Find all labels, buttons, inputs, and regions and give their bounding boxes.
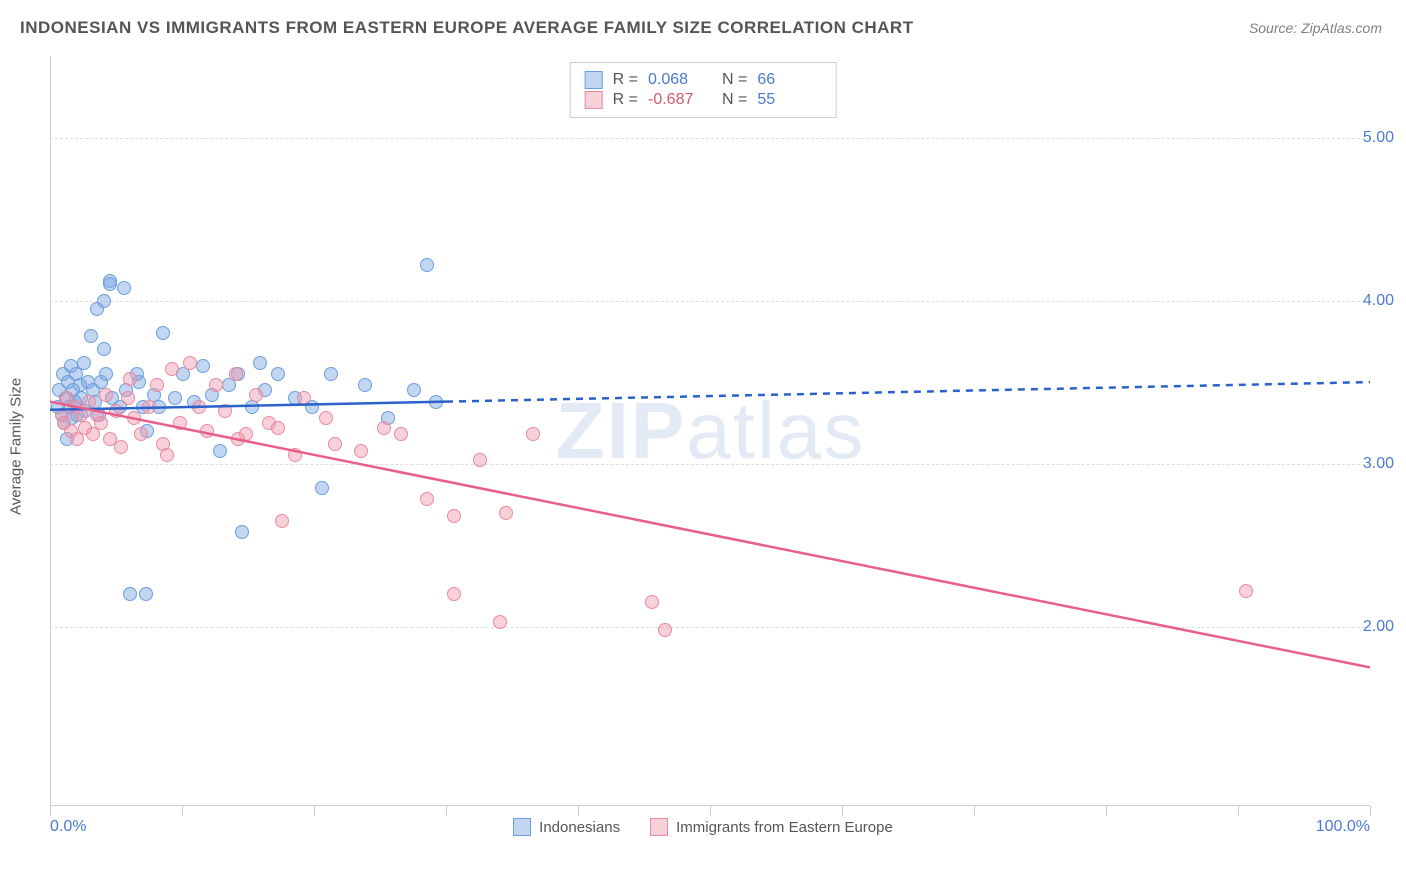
point-series-2 <box>134 427 148 441</box>
source-label: Source: ZipAtlas.com <box>1249 20 1382 36</box>
point-series-2 <box>377 421 391 435</box>
swatch-series-1 <box>585 71 603 89</box>
point-series-1 <box>97 294 111 308</box>
plot-area: ZIPatlas <box>50 56 1370 806</box>
y-tick-label: 3.00 <box>1363 455 1394 473</box>
point-series-2 <box>319 411 333 425</box>
grid-line <box>50 627 1370 628</box>
x-tick <box>182 806 183 816</box>
point-series-1 <box>315 481 329 495</box>
point-series-1 <box>117 281 131 295</box>
legend-row-series-2: R = -0.687 N = 55 <box>585 91 822 109</box>
point-series-2 <box>231 432 245 446</box>
point-series-2 <box>447 509 461 523</box>
point-series-2 <box>288 448 302 462</box>
grid-line <box>50 301 1370 302</box>
r-value-1: 0.068 <box>648 71 712 89</box>
point-series-2 <box>645 595 659 609</box>
point-series-2 <box>354 444 368 458</box>
point-series-2 <box>127 411 141 425</box>
point-series-1 <box>99 367 113 381</box>
point-series-2 <box>123 372 137 386</box>
point-series-2 <box>150 378 164 392</box>
point-series-1 <box>253 356 267 370</box>
point-series-1 <box>420 258 434 272</box>
point-series-1 <box>77 356 91 370</box>
n-value-2: 55 <box>757 91 821 109</box>
point-series-2 <box>94 416 108 430</box>
x-tick <box>578 806 579 816</box>
point-series-1 <box>156 326 170 340</box>
point-series-2 <box>328 437 342 451</box>
point-series-1 <box>213 444 227 458</box>
legend-item-2: Immigrants from Eastern Europe <box>650 818 893 836</box>
point-series-2 <box>1239 584 1253 598</box>
point-series-1 <box>429 395 443 409</box>
point-series-2 <box>473 453 487 467</box>
x-tick <box>842 806 843 816</box>
point-series-1 <box>196 359 210 373</box>
point-series-2 <box>74 408 88 422</box>
x-tick <box>1370 806 1371 816</box>
point-series-2 <box>114 440 128 454</box>
x-tick <box>710 806 711 816</box>
point-series-2 <box>275 514 289 528</box>
x-tick <box>974 806 975 816</box>
point-series-2 <box>249 388 263 402</box>
point-series-2 <box>218 404 232 418</box>
point-series-1 <box>97 342 111 356</box>
point-series-2 <box>658 623 672 637</box>
point-series-2 <box>394 427 408 441</box>
point-series-2 <box>229 367 243 381</box>
y-axis-label: Average Family Size <box>6 0 26 892</box>
x-tick <box>314 806 315 816</box>
point-series-2 <box>173 416 187 430</box>
point-series-1 <box>235 525 249 539</box>
legend-row-series-1: R = 0.068 N = 66 <box>585 71 822 89</box>
point-series-2 <box>447 587 461 601</box>
x-tick <box>1106 806 1107 816</box>
point-series-2 <box>160 448 174 462</box>
point-series-2 <box>142 400 156 414</box>
point-series-2 <box>121 391 135 405</box>
point-series-2 <box>200 424 214 438</box>
swatch-1 <box>513 818 531 836</box>
point-series-2 <box>271 421 285 435</box>
legend-item-1: Indonesians <box>513 818 620 836</box>
point-series-1 <box>407 383 421 397</box>
y-tick-label: 2.00 <box>1363 618 1394 636</box>
grid-line <box>50 138 1370 139</box>
chart-title: INDONESIAN VS IMMIGRANTS FROM EASTERN EU… <box>20 18 914 38</box>
series-1-name: Indonesians <box>539 819 620 836</box>
point-series-1 <box>324 367 338 381</box>
x-tick <box>50 806 51 816</box>
r-value-2: -0.687 <box>648 91 712 109</box>
y-tick-label: 5.00 <box>1363 129 1394 147</box>
point-series-1 <box>123 587 137 601</box>
series-2-name: Immigrants from Eastern Europe <box>676 819 893 836</box>
point-series-2 <box>493 615 507 629</box>
point-series-2 <box>526 427 540 441</box>
point-series-2 <box>420 492 434 506</box>
x-tick <box>446 806 447 816</box>
point-series-2 <box>499 506 513 520</box>
swatch-series-2 <box>585 91 603 109</box>
point-series-1 <box>84 329 98 343</box>
point-series-1 <box>139 587 153 601</box>
point-series-2 <box>192 400 206 414</box>
point-series-2 <box>82 395 96 409</box>
legend-series: Indonesians Immigrants from Eastern Euro… <box>0 818 1406 836</box>
point-series-1 <box>358 378 372 392</box>
y-tick-label: 4.00 <box>1363 292 1394 310</box>
legend-correlation: R = 0.068 N = 66 R = -0.687 N = 55 <box>570 62 837 118</box>
point-series-2 <box>183 356 197 370</box>
point-series-1 <box>271 367 285 381</box>
x-tick <box>1238 806 1239 816</box>
point-series-2 <box>109 404 123 418</box>
swatch-2 <box>650 818 668 836</box>
point-series-1 <box>168 391 182 405</box>
watermark: ZIPatlas <box>556 385 865 477</box>
point-series-2 <box>209 378 223 392</box>
n-value-1: 66 <box>757 71 821 89</box>
